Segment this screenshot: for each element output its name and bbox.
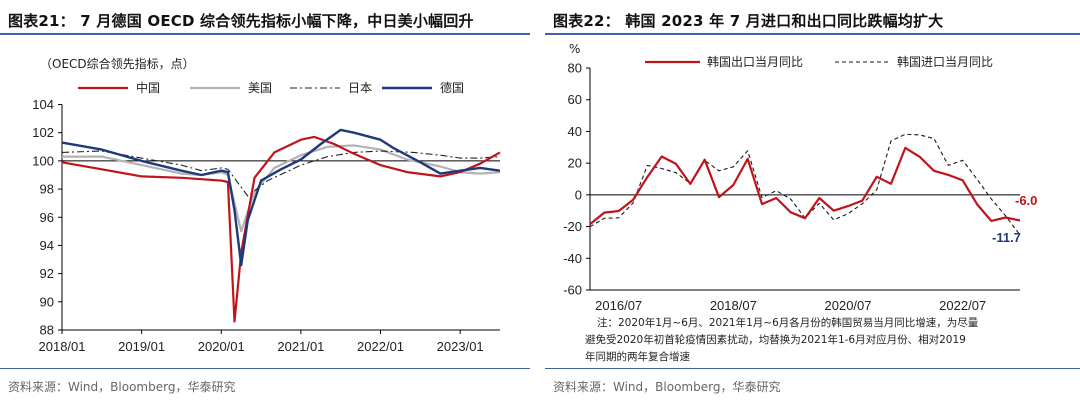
left-series-lines <box>61 128 501 323</box>
legend-label: 美国 <box>248 81 272 95</box>
y-tick-label: -40 <box>563 251 582 266</box>
right-chart-panel: 图表22： 韩国 2023 年 7 月进口和出口同比跌幅均扩大 % 韩国出口当月… <box>545 0 1080 405</box>
x-tick-label: 2018/01 <box>39 339 86 354</box>
right-legend: 韩国出口当月同比 韩国进口当月同比 <box>645 54 993 69</box>
y-tick-label: 88 <box>40 323 54 338</box>
line-series-1 <box>589 133 1021 236</box>
x-tick-label: 2022/01 <box>357 339 404 354</box>
left-chart-title: 图表21： 7 月德国 OECD 综合领先指标小幅下降，中日美小幅回升 <box>8 12 474 30</box>
left-legend: 中国 美国 日本 德国 <box>78 80 464 95</box>
y-tick-label: -60 <box>563 283 582 298</box>
line-series-3 <box>61 128 501 267</box>
y-tick-label: 94 <box>40 238 54 253</box>
y-tick-label: 80 <box>568 61 582 76</box>
y-tick-label: 40 <box>568 124 582 139</box>
oecd-cli-chart: （OECD综合领先指标，点） 中国 美国 日本 德国 104 102 100 98 96 94 9… <box>32 56 501 354</box>
right-axes: 80 60 40 20 0 -20 -40 -60 2016/07 2018/07 2020/07 2… <box>563 61 1020 313</box>
import-end-label: -11.7 <box>992 230 1021 245</box>
title-divider <box>0 33 530 35</box>
y-tick-label: 104 <box>32 97 54 112</box>
line-series-0 <box>61 135 501 323</box>
y-tick-label: 102 <box>32 125 54 140</box>
x-tick-label: 2019/01 <box>118 339 165 354</box>
title-divider <box>545 33 1080 35</box>
y-tick-label: 20 <box>568 156 582 171</box>
x-tick-label: 2023/01 <box>437 339 484 354</box>
right-footnote: 注：2020年1月~6月、2021年1月~6月各月份的韩国贸易当月同比增速，为尽… <box>585 316 979 363</box>
y-tick-label: 0 <box>575 187 582 202</box>
right-unit-label: % <box>569 42 580 56</box>
y-tick-label: 90 <box>40 294 54 309</box>
legend-label: 德国 <box>440 80 464 95</box>
line-series-0 <box>589 146 1021 226</box>
note-line-3: 年同期的两年复合增速 <box>585 350 690 363</box>
y-tick-label: 100 <box>32 153 54 168</box>
right-source-note: 资料来源：Wind，Bloomberg，华泰研究 <box>553 380 781 394</box>
y-tick-label: -20 <box>563 219 582 234</box>
note-line-2: 避免受2020年初首轮疫情因素扰动，均替换为2021年1-6月对应月份、相对20… <box>585 333 966 346</box>
line-series-1 <box>62 144 501 233</box>
line-series-2 <box>61 150 501 197</box>
y-tick-label: 96 <box>40 210 54 225</box>
legend-label: 日本 <box>348 81 372 95</box>
bottom-divider <box>0 368 530 369</box>
left-unit-label: （OECD综合领先指标，点） <box>40 56 195 71</box>
bottom-divider <box>545 368 1080 369</box>
legend-label: 韩国出口当月同比 <box>707 54 803 69</box>
x-tick-label: 2022/07 <box>939 298 986 313</box>
y-tick-label: 60 <box>568 92 582 107</box>
x-tick-label: 2020/07 <box>825 298 872 313</box>
legend-label: 韩国进口当月同比 <box>897 54 993 69</box>
left-source-note: 资料来源：Wind，Bloomberg，华泰研究 <box>8 380 236 394</box>
korea-trade-chart: % 韩国出口当月同比 韩国进口当月同比 80 60 40 20 0 -20 -40 -60 201… <box>563 42 1037 363</box>
legend-label: 中国 <box>136 80 160 95</box>
export-end-label: -6.0 <box>1015 193 1037 208</box>
x-tick-label: 2021/01 <box>277 339 324 354</box>
note-line-1: 注：2020年1月~6月、2021年1月~6月各月份的韩国贸易当月同比增速，为尽… <box>597 316 979 329</box>
left-chart-panel: 图表21： 7 月德国 OECD 综合领先指标小幅下降，中日美小幅回升 （OEC… <box>0 0 530 405</box>
x-tick-label: 2020/01 <box>198 339 245 354</box>
y-tick-label: 92 <box>40 266 54 281</box>
right-chart-title: 图表22： 韩国 2023 年 7 月进口和出口同比跌幅均扩大 <box>553 12 944 30</box>
x-tick-label: 2016/07 <box>595 298 642 313</box>
x-tick-label: 2018/07 <box>710 298 757 313</box>
y-tick-label: 98 <box>40 182 54 197</box>
right-series-lines <box>589 133 1021 236</box>
